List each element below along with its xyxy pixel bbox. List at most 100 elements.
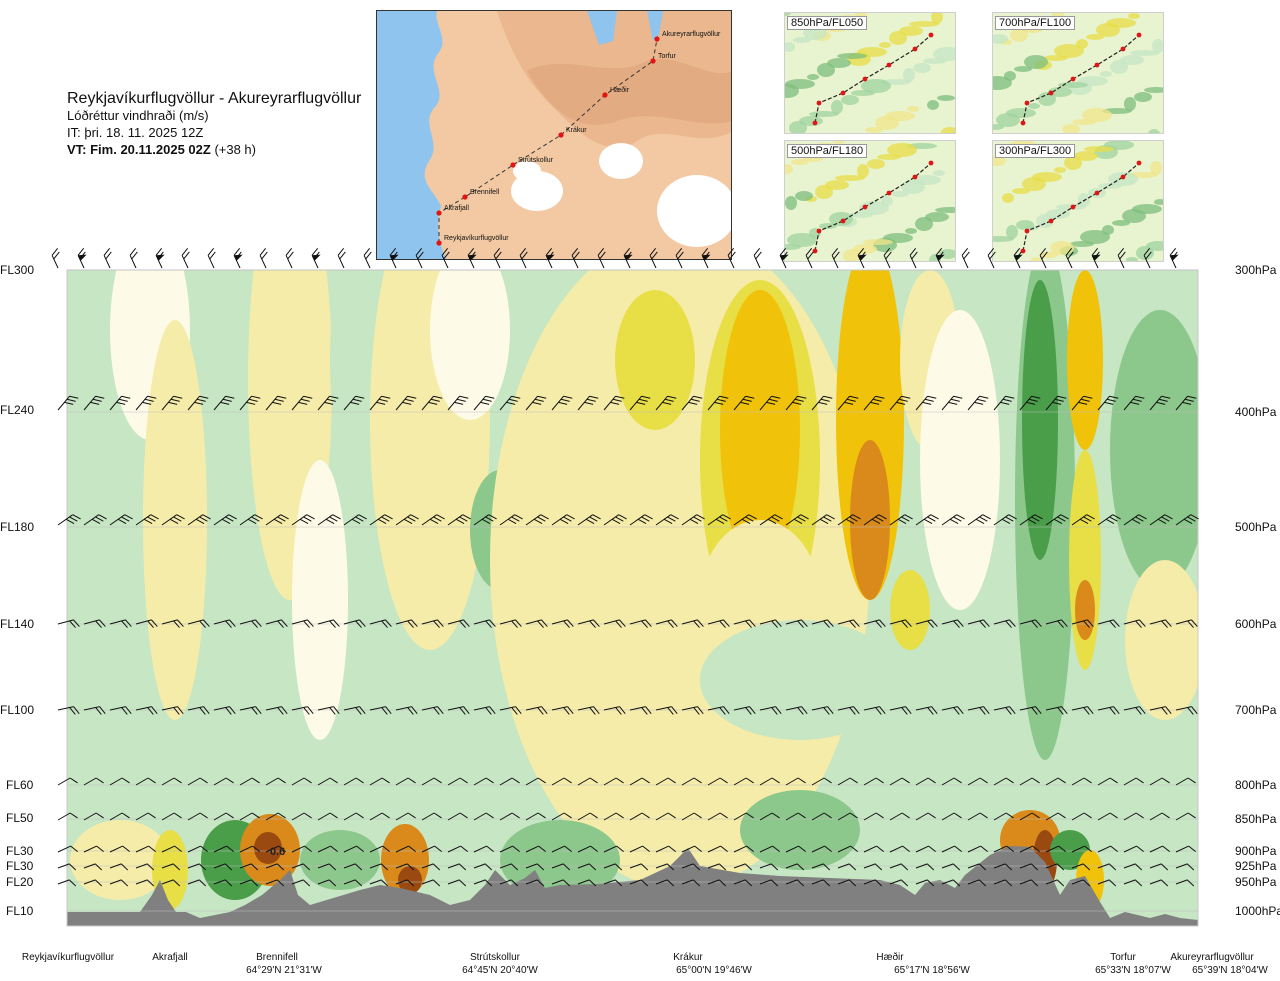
wind-barb: [291, 863, 311, 871]
wind-barb: [1123, 514, 1147, 526]
wind-barb: [369, 619, 392, 628]
wind-barb: [213, 777, 234, 786]
wind-barb: [343, 812, 364, 821]
map-waypoint-label: Torfur: [658, 53, 677, 60]
wind-barb: [181, 247, 190, 269]
wind-barb: [1019, 879, 1039, 887]
wind-barb: [551, 777, 572, 786]
wind-barb: [707, 619, 730, 628]
panel-shading: [909, 21, 939, 27]
wind-barb: [1019, 706, 1042, 715]
right-axis-label: 400hPa: [1235, 405, 1277, 419]
wind-barb: [753, 247, 762, 269]
wind-barb: [447, 619, 470, 628]
wind-barb: [1097, 863, 1117, 871]
wind-barb: [135, 777, 156, 786]
wind-barb: [291, 514, 315, 526]
wind-barb: [629, 863, 649, 871]
wind-barb: [421, 706, 444, 715]
wind-barb: [187, 845, 209, 853]
wind-barb: [603, 777, 624, 786]
panel-shading: [1054, 44, 1084, 58]
wind-barb: [239, 863, 259, 871]
wind-barb: [187, 706, 210, 715]
wind-barb: [135, 812, 156, 821]
wind-barb: [1123, 619, 1146, 628]
wind-barb: [421, 879, 441, 887]
wind-barb: [993, 777, 1014, 786]
wind-barb: [109, 514, 133, 526]
wind-barb: [1123, 777, 1144, 786]
wind-barb: [161, 879, 181, 887]
panel-waypoint: [812, 120, 818, 126]
wind-barb: [551, 879, 571, 887]
contour-region: [900, 270, 960, 450]
wind-barb: [707, 812, 728, 821]
wind-barb: [811, 863, 831, 871]
panel-shading: [1004, 71, 1016, 81]
wind-barb: [1175, 395, 1197, 411]
wind-barb: [395, 514, 419, 526]
wind-barb: [473, 706, 496, 715]
wind-barb: [161, 812, 182, 821]
wind-barb: [1097, 395, 1119, 411]
wind-barb: [811, 879, 831, 887]
wind-barb: [161, 619, 184, 628]
wind-barb: [135, 845, 157, 853]
wind-barb: [941, 514, 965, 526]
wind-barb: [57, 706, 80, 715]
panel-graphic: [785, 13, 955, 133]
panel-shading: [865, 127, 883, 133]
map-waypoint: [510, 162, 516, 168]
wind-barb: [369, 395, 391, 411]
wind-barb: [1149, 777, 1170, 786]
wind-barb: [337, 247, 346, 269]
wind-barb: [421, 845, 443, 853]
panel-shading: [1100, 71, 1112, 77]
wind-barb: [889, 706, 912, 715]
wind-barb: [967, 395, 989, 411]
wind-barb: [499, 812, 520, 821]
panel-shading: [1012, 188, 1030, 194]
wind-barb: [733, 777, 754, 786]
wind-barb: [499, 706, 522, 715]
panel-waypoint: [912, 46, 918, 52]
left-axis-label: FL140: [0, 617, 34, 631]
wind-barb: [733, 845, 755, 853]
contour-region: [1125, 560, 1198, 720]
wind-barb: [967, 777, 988, 786]
wind-barb: [733, 706, 756, 715]
wind-barb: [707, 706, 730, 715]
contour-region: [143, 320, 207, 720]
panel-shading: [1130, 50, 1160, 56]
panel-shading: [1128, 13, 1140, 19]
panel-shading: [853, 244, 877, 254]
wind-barb: [369, 514, 393, 526]
wind-barb: [1175, 879, 1195, 887]
wind-barb: [265, 879, 285, 887]
wind-barb: [135, 879, 155, 887]
wind-barb: [785, 619, 808, 628]
panel-label: 700hPa/FL100: [995, 16, 1076, 30]
contour-region: [67, 270, 152, 926]
panel-shading: [929, 254, 941, 261]
panel-waypoint: [1094, 62, 1100, 68]
wind-barb: [733, 863, 753, 871]
wind-barb: [1175, 619, 1198, 628]
map-waypoint: [436, 210, 442, 216]
wind-barb: [603, 812, 624, 821]
wind-barb: [317, 863, 337, 871]
wind-barb: [811, 812, 832, 821]
wind-barb: [1019, 514, 1043, 526]
panel-waypoint: [1120, 46, 1126, 52]
contour-region: [740, 790, 860, 870]
panel-shading: [1144, 87, 1163, 93]
wind-barb: [759, 863, 779, 871]
wind-barb: [1097, 777, 1118, 786]
wind-barb: [707, 777, 728, 786]
wind-barb: [395, 777, 416, 786]
wind-barb: [681, 863, 701, 871]
wind-barb: [187, 863, 207, 871]
wind-barb: [187, 395, 209, 411]
plot-frame: [66, 269, 1199, 927]
